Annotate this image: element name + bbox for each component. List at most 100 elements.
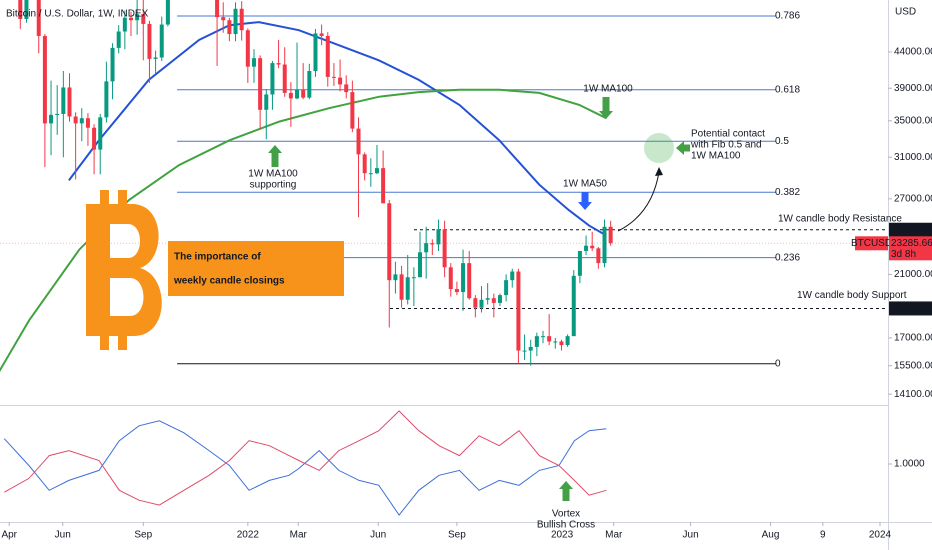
candle-body bbox=[288, 92, 293, 99]
candle-body bbox=[565, 336, 570, 346]
headline-box bbox=[168, 241, 344, 296]
candle-body bbox=[516, 271, 521, 351]
candle-body bbox=[436, 229, 441, 245]
candle-body bbox=[442, 229, 447, 268]
candle-body bbox=[374, 168, 379, 174]
candle-body bbox=[381, 168, 386, 204]
candle-body bbox=[571, 275, 576, 337]
fib-label: 0.618 bbox=[775, 84, 800, 95]
x-tick-label: 9 bbox=[820, 530, 826, 541]
candle-body bbox=[584, 245, 589, 251]
candle-body bbox=[448, 267, 453, 290]
candle-body bbox=[42, 35, 47, 124]
y-tick-label: 15500.00 bbox=[894, 360, 932, 371]
annotation-text: Vortex bbox=[552, 509, 580, 520]
candle-body bbox=[596, 248, 601, 264]
last-price-label: 23285.66 bbox=[891, 238, 932, 249]
candle-body bbox=[528, 346, 533, 351]
candle-body bbox=[24, 0, 29, 19]
candle-body bbox=[479, 299, 484, 308]
annotation-text: 1W MA100 bbox=[583, 84, 633, 95]
annotation-text: 1W MA100 bbox=[691, 151, 741, 162]
indicator-y-tick-label: 1.0000 bbox=[894, 459, 925, 470]
x-tick-label: Mar bbox=[605, 530, 623, 541]
target-zone bbox=[644, 133, 674, 163]
candle-body bbox=[270, 63, 275, 95]
y-tick-label: 35000.00 bbox=[894, 115, 932, 126]
candle-body bbox=[55, 113, 60, 115]
x-tick-label: Apr bbox=[1, 530, 17, 541]
candle-body bbox=[227, 20, 232, 35]
candle-body bbox=[92, 127, 97, 150]
level-label: 1W candle body Support bbox=[797, 290, 907, 301]
level-price-label: 24360.00 bbox=[891, 224, 932, 235]
x-tick-label: 2023 bbox=[551, 530, 574, 541]
annotation-text: 1W MA50 bbox=[563, 179, 607, 190]
candle-body bbox=[141, 14, 146, 24]
candle-body bbox=[79, 118, 84, 124]
y-tick-label: 21000.00 bbox=[894, 269, 932, 280]
candle-body bbox=[454, 289, 459, 293]
x-tick-label: Jun bbox=[370, 530, 386, 541]
x-tick-label: 2024 bbox=[869, 530, 892, 541]
candle-body bbox=[577, 250, 582, 276]
candle-body bbox=[128, 17, 133, 21]
candle-body bbox=[49, 114, 54, 124]
candle-body bbox=[221, 17, 226, 21]
bitcoin-logo bbox=[86, 190, 162, 350]
annotation-arrow bbox=[559, 481, 573, 501]
candle-body bbox=[104, 81, 109, 118]
candle-body bbox=[295, 89, 300, 99]
candle-body bbox=[485, 298, 490, 300]
candle-body bbox=[547, 336, 552, 342]
candle-body bbox=[85, 118, 90, 128]
candle-body bbox=[399, 274, 404, 300]
candle-body bbox=[245, 30, 250, 67]
candle-body bbox=[344, 84, 349, 93]
candle-body bbox=[467, 263, 472, 299]
candle-body bbox=[497, 295, 502, 303]
fib-label: 0.5 bbox=[775, 136, 789, 147]
candle-body bbox=[590, 245, 595, 249]
candle-body bbox=[411, 277, 416, 279]
candle-body bbox=[147, 23, 152, 59]
candle-body bbox=[553, 341, 558, 343]
annotation-text: supporting bbox=[250, 180, 297, 191]
annotation-text: 1W MA100 bbox=[248, 169, 298, 180]
candle-body bbox=[368, 173, 373, 175]
candle-body bbox=[116, 31, 121, 48]
level-label: 1W candle body Resistance bbox=[778, 213, 902, 224]
indicator-pane bbox=[3, 410, 607, 516]
candle-body bbox=[430, 243, 435, 245]
candle-body bbox=[36, 0, 41, 36]
candle-body bbox=[522, 350, 527, 352]
candle-body bbox=[18, 0, 23, 19]
candle-body bbox=[215, 0, 220, 18]
x-tick-label: Sep bbox=[134, 530, 152, 541]
candle-body bbox=[338, 77, 343, 85]
fib-label: 0.786 bbox=[775, 11, 800, 22]
x-tick-label: 2022 bbox=[237, 530, 260, 541]
candle-body bbox=[282, 64, 287, 93]
annotation-text: Bullish Cross bbox=[537, 520, 595, 531]
candle-body bbox=[98, 117, 103, 150]
y-tick-label: 17000.00 bbox=[894, 333, 932, 344]
candle-body bbox=[239, 8, 244, 31]
annotation-arrow bbox=[599, 97, 613, 119]
candle-body bbox=[73, 116, 78, 124]
vortex-line bbox=[4, 410, 607, 506]
candle-body bbox=[541, 336, 546, 338]
candle-body bbox=[418, 252, 423, 278]
annotation-arrow bbox=[578, 192, 592, 210]
candle-body bbox=[510, 271, 515, 281]
annotation-text: with Fib 0.5 and bbox=[690, 140, 762, 151]
currency-label: USD bbox=[895, 7, 916, 18]
vortex-line bbox=[3, 420, 607, 516]
candle-body bbox=[350, 92, 355, 129]
symbol-label: BTCUSD bbox=[851, 238, 892, 249]
candle-body bbox=[135, 14, 140, 21]
candle-body bbox=[258, 58, 263, 110]
candle-body bbox=[325, 35, 330, 77]
